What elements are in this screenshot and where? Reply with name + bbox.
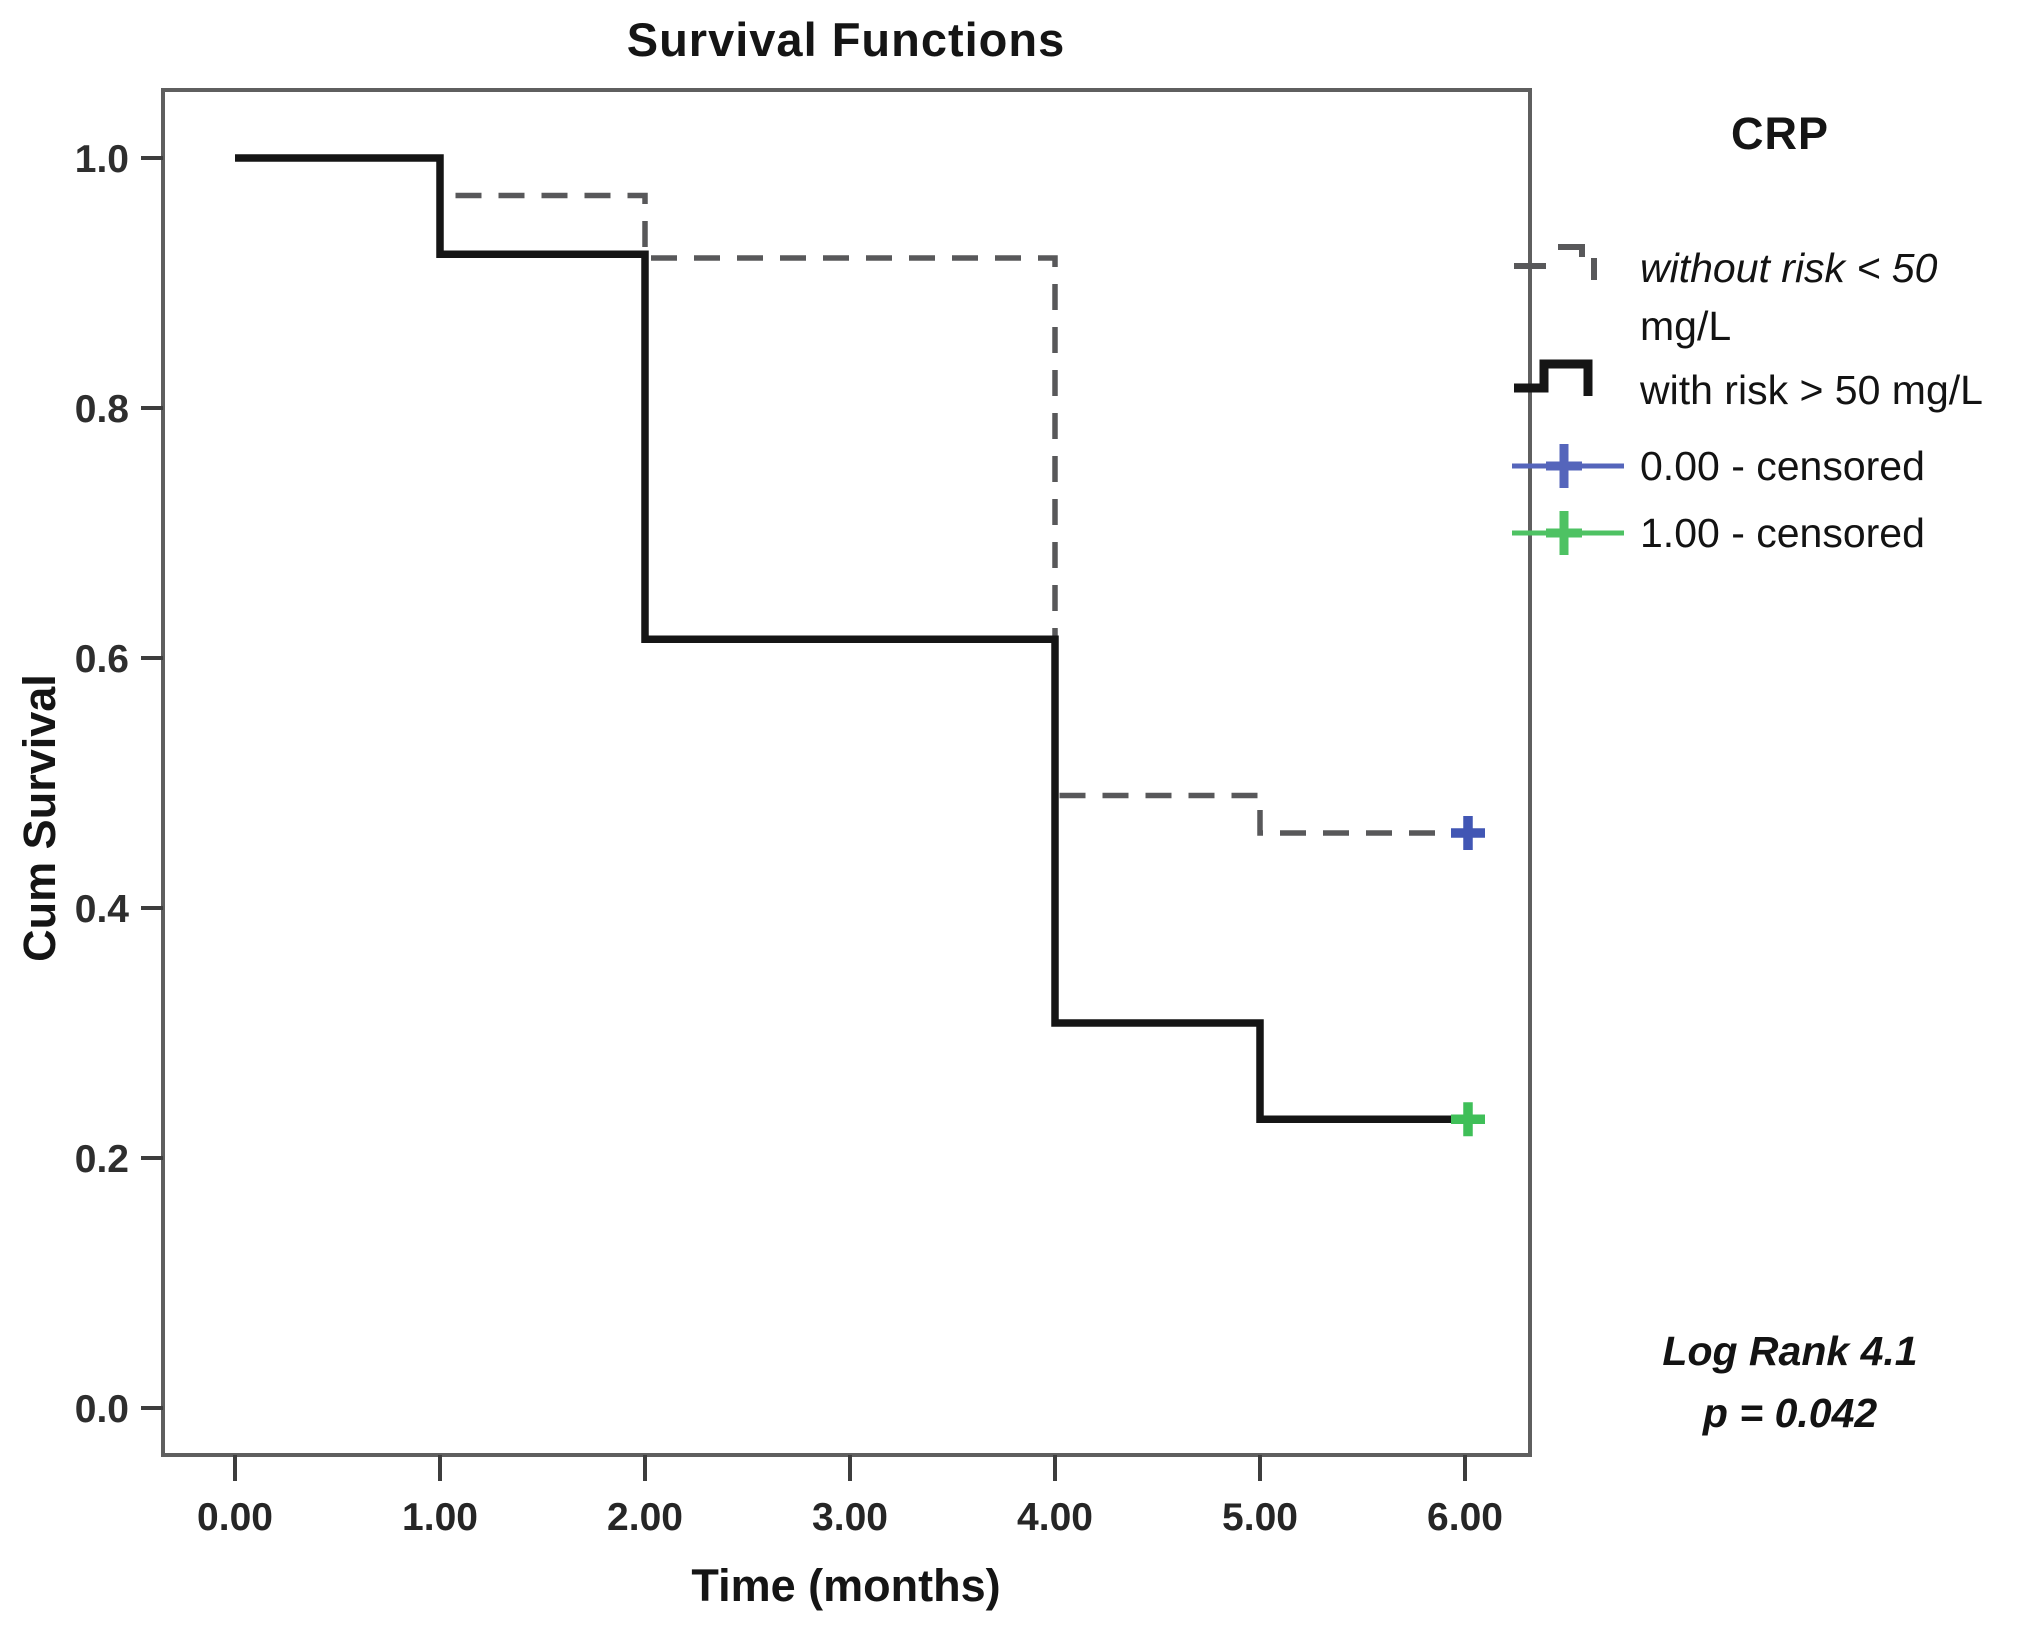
y-tick-label: 0.0	[75, 1388, 129, 1431]
legend-label-without-risk: without risk < 50 mg/L	[1640, 239, 2033, 355]
x-tick-label: 6.00	[1427, 1496, 1503, 1539]
y-tick-label: 1.0	[75, 138, 129, 181]
legend-label-line2: mg/L	[1640, 303, 1732, 349]
x-tick-label: 2.00	[607, 1496, 683, 1539]
legend-dashed-line-sample	[1512, 240, 1632, 288]
log-rank-value: Log Rank 4.1	[1662, 1328, 1918, 1374]
x-tick-label: 3.00	[812, 1496, 888, 1539]
y-tick-label: 0.4	[75, 888, 130, 931]
x-tick-label: 1.00	[402, 1496, 478, 1539]
survival-curve-with-risk	[235, 154, 1471, 1123]
y-tick-label: 0.2	[75, 1138, 129, 1181]
y-tick-label: 0.6	[75, 638, 129, 681]
legend-censored-1-plus-icon	[1512, 509, 1632, 557]
x-axis-title: Time (months)	[691, 1560, 1001, 1611]
log-rank-annotation: Log Rank 4.1 p = 0.042	[1560, 1320, 2020, 1444]
legend-label-line1: without risk < 50	[1640, 245, 1938, 291]
plot-frame	[161, 88, 1532, 1457]
legend-solid-line-sample	[1512, 356, 1632, 404]
y-axis-title: Cum Survival	[14, 674, 65, 962]
legend-label-with-risk: with risk > 50 mg/L	[1640, 367, 1983, 413]
legend-label-censored-0: 0.00 - censored	[1640, 443, 1925, 489]
legend-censored-0-plus-icon	[1512, 442, 1632, 490]
censored-plus-icon	[1451, 816, 1485, 850]
x-tick-label: 5.00	[1222, 1496, 1298, 1539]
chart-title: Survival Functions	[626, 13, 1066, 66]
legend-title: CRP	[1730, 108, 1829, 159]
p-value: p = 0.042	[1702, 1390, 1878, 1436]
x-tick-label: 4.00	[1017, 1496, 1093, 1539]
x-tick-label: 0.00	[197, 1496, 273, 1539]
censored-plus-icon	[1451, 1102, 1485, 1137]
legend-label-censored-1: 1.00 - censored	[1640, 510, 1925, 556]
y-tick-label: 0.8	[75, 388, 129, 431]
